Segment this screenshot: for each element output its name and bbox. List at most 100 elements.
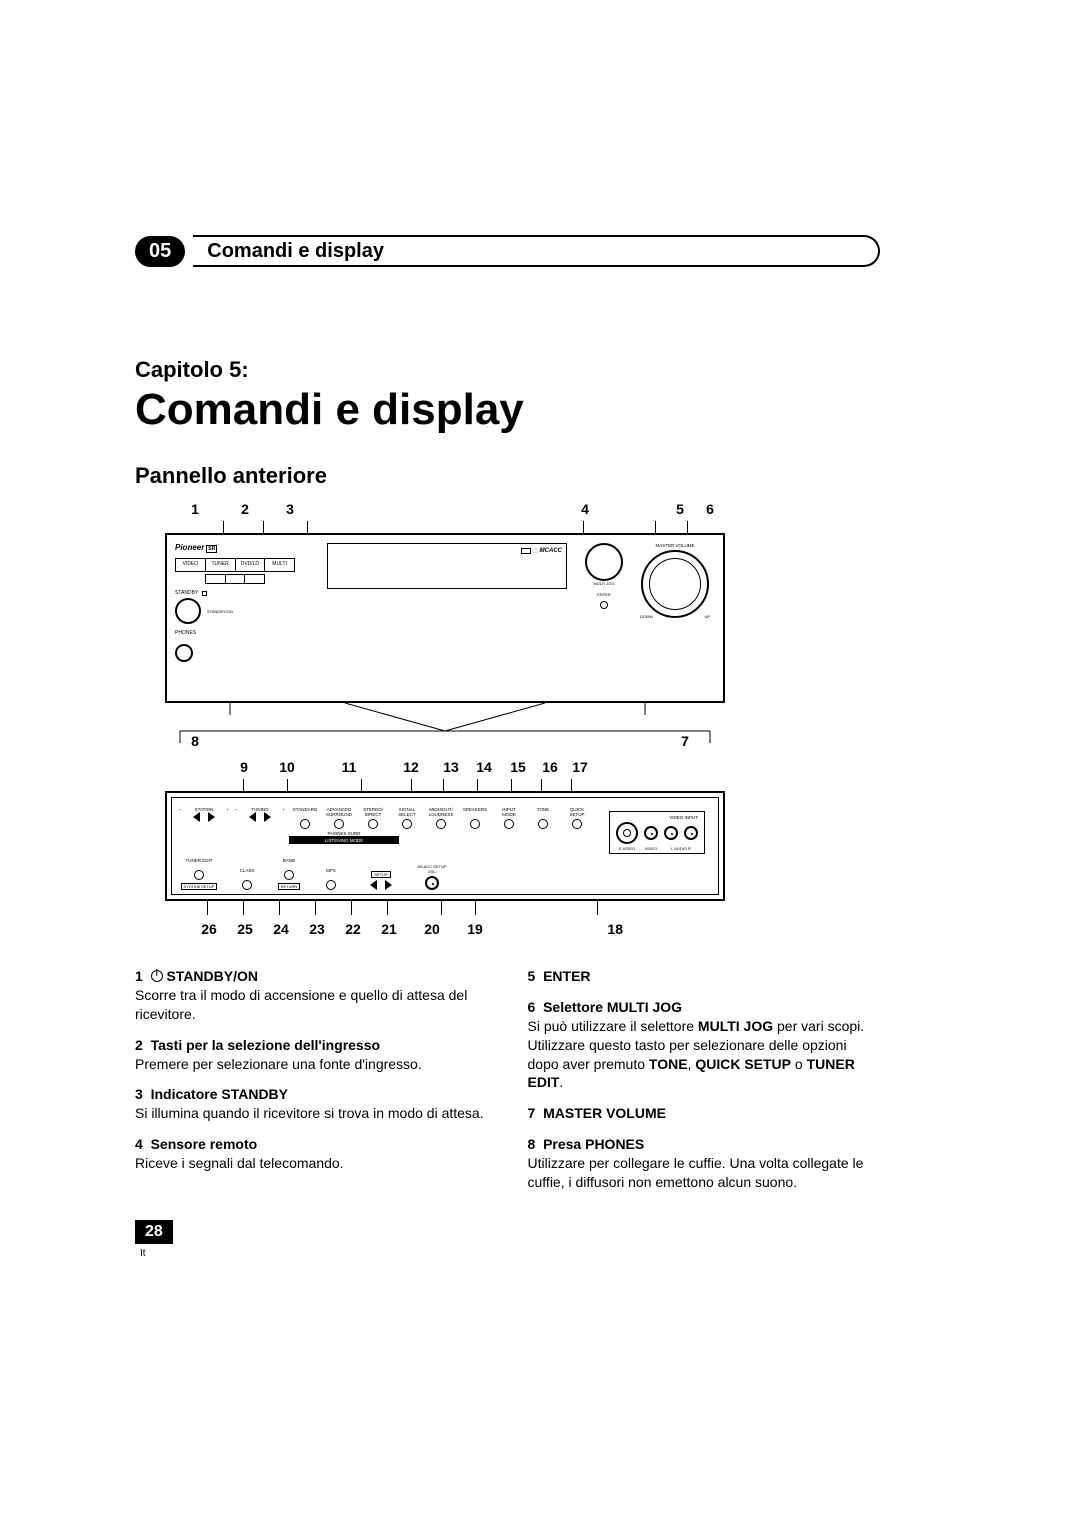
page-number-badge: 28 (135, 1220, 173, 1244)
chapter-header: 05 Comandi e display (135, 235, 880, 267)
svideo-jack (616, 822, 638, 844)
multijog-label: MULTI JOG (593, 581, 614, 586)
callout-16: 16 (535, 759, 565, 775)
master-volume-label: MASTER VOLUME (655, 543, 694, 548)
page-lang: It (140, 1248, 146, 1259)
callout-14: 14 (467, 759, 501, 775)
desc-body: Scorre tra il modo di accensione e quell… (135, 987, 467, 1022)
tuning-up-icon (264, 812, 271, 822)
description-columns: 1 STANDBY/ON Scorre tra il modo di accen… (135, 967, 880, 1204)
speakers-btn (470, 819, 480, 829)
enter-button (600, 601, 608, 609)
callout-22: 22 (335, 921, 371, 937)
callout-numbers-top: 1 2 3 4 5 6 (165, 501, 725, 517)
input-btn: MULTI (265, 559, 294, 571)
standby-label: STANDBY (175, 590, 198, 596)
tuner-edit-btn (194, 870, 204, 880)
callout-1: 1 (165, 501, 225, 517)
callout-4: 4 (565, 501, 605, 517)
section-title: Pannello anteriore (135, 463, 880, 489)
setup-right-icon (385, 880, 392, 890)
callout-lines-mid (165, 779, 725, 791)
video-input-box: VIDEO INPUT S-VIDEO VIDEO L AUDIO R (609, 811, 705, 854)
chapter-number-badge: 05 (135, 236, 185, 267)
class-btn (242, 880, 252, 890)
input-mode-btn (504, 819, 514, 829)
desc-item: 4 Sensore remoto Riceve i segnali dal te… (135, 1135, 488, 1173)
callout-17: 17 (565, 759, 595, 775)
callout-3: 3 (265, 501, 315, 517)
callout-25: 25 (227, 921, 263, 937)
desc-item: 6 Selettore MULTI JOG Si può utilizzare … (528, 998, 881, 1092)
callout-6: 6 (695, 501, 725, 517)
standard-btn (300, 819, 310, 829)
manual-page: 05 Comandi e display Capitolo 5: Comandi… (135, 235, 880, 1204)
brand-logo: PioneerSR (175, 543, 315, 552)
midnight-btn (436, 819, 446, 829)
desc-body: Premere per selezionare una fonte d'ingr… (135, 1056, 422, 1072)
desc-item: 7 MASTER VOLUME (528, 1104, 881, 1123)
callout-15: 15 (501, 759, 535, 775)
desc-item: 2 Tasti per la selezione dell'ingresso P… (135, 1036, 488, 1074)
phones-jack (175, 644, 193, 662)
master-volume-dial (641, 550, 709, 618)
input-button-group: VIDEO TUNER DVD/LD MULTI (175, 558, 295, 572)
standby-on-button (175, 598, 201, 624)
callout-2: 2 (225, 501, 265, 517)
quick-setup-btn (572, 819, 582, 829)
callout-lines-bottom (165, 901, 725, 915)
enter-label: ENTER (597, 592, 611, 597)
sub-button-group (205, 574, 265, 584)
front-panel-diagram: 1 2 3 4 5 6 PioneerSR VIDEO (165, 501, 725, 937)
band-btn (284, 870, 294, 880)
desc-item: 5 ENTER (528, 967, 881, 986)
standby-on-label: STANDBY/ON (207, 609, 233, 614)
tuning-down-icon (249, 812, 256, 822)
callout-12: 12 (387, 759, 435, 775)
diagram-connector (165, 703, 725, 731)
tone-btn (538, 819, 548, 829)
mcacc-mic-jack (425, 876, 439, 890)
callout-11: 11 (311, 759, 387, 775)
desc-body: Utilizzare per collegare le cuffie. Una … (528, 1155, 864, 1190)
station-up-icon (208, 812, 215, 822)
signal-select-btn (402, 819, 412, 829)
callout-20: 20 (407, 921, 457, 937)
desc-body: Riceve i segnali dal telecomando. (135, 1155, 344, 1171)
audio-l-jack (664, 826, 678, 840)
page-title: Comandi e display (135, 385, 880, 435)
multijog-dial (585, 543, 623, 581)
callout-21: 21 (371, 921, 407, 937)
input-btn: TUNER (206, 559, 236, 571)
callout-lines-top (165, 521, 725, 533)
callout-19: 19 (457, 921, 493, 937)
mcacc-indicator: MCACC (540, 548, 562, 554)
desc-body: Si illumina quando il ricevitore si trov… (135, 1105, 484, 1121)
device-front-panel: PioneerSR VIDEO TUNER DVD/LD MULTI STAND… (165, 533, 725, 703)
adv-surround-btn (334, 819, 344, 829)
callout-23: 23 (299, 921, 335, 937)
device-lower-panel: −STATION+ −TUNING+ STANDARD ADVANCED SUR… (165, 791, 725, 901)
chapter-title: Comandi e display (193, 235, 880, 267)
desc-body: Si può utilizzare il selettore MULTI JOG… (528, 1018, 865, 1091)
desc-item: 3 Indicatore STANDBY Si illumina quando … (135, 1085, 488, 1123)
phones-label: PHONES (175, 630, 315, 636)
callout-numbers-bottom: 26 25 24 23 22 21 20 19 18 (165, 921, 725, 937)
callout-5: 5 (665, 501, 695, 517)
callout-numbers-mid: 9 10 11 12 13 14 15 16 17 (165, 759, 725, 775)
audio-r-jack (684, 826, 698, 840)
desc-item: 8 Presa PHONES Utilizzare per collegare … (528, 1135, 881, 1192)
stereo-direct-btn (368, 819, 378, 829)
left-column: 1 STANDBY/ON Scorre tra il modo di accen… (135, 967, 488, 1204)
station-down-icon (193, 812, 200, 822)
callout-9: 9 (225, 759, 263, 775)
callout-13: 13 (435, 759, 467, 775)
desc-item: 1 STANDBY/ON Scorre tra il modo di accen… (135, 967, 488, 1024)
video-jack (644, 826, 658, 840)
power-icon (151, 970, 163, 982)
input-btn: VIDEO (176, 559, 206, 571)
callout-18: 18 (493, 921, 643, 937)
callout-24: 24 (263, 921, 299, 937)
setup-left-icon (370, 880, 377, 890)
listening-mode-label: LISTENING MODE (289, 837, 399, 844)
